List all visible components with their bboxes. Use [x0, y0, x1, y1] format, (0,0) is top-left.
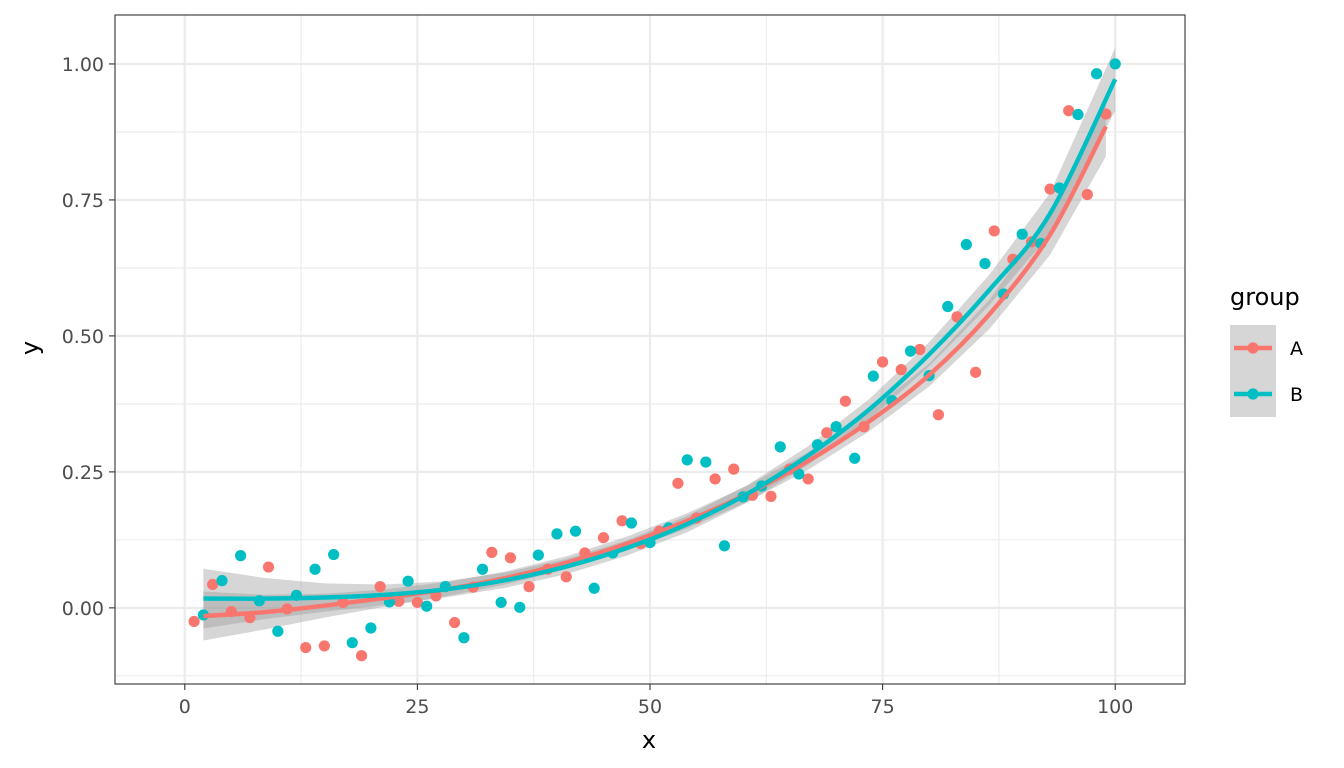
data-point-A — [728, 463, 740, 475]
y-axis: 0.00 0.25 0.50 0.75 1.00 — [62, 54, 115, 620]
data-point-A — [877, 356, 889, 368]
data-point-B — [1109, 58, 1121, 70]
data-point-A — [300, 641, 312, 654]
data-point-A — [1044, 183, 1056, 195]
x-tick-label: 100 — [1097, 696, 1133, 718]
y-tick-label: 0.50 — [62, 326, 104, 348]
legend-title: group — [1230, 283, 1300, 311]
data-point-B — [421, 600, 433, 612]
x-tick-label: 0 — [179, 696, 191, 718]
data-point-B — [235, 550, 247, 562]
data-point-A — [709, 473, 721, 485]
fit-line-A — [203, 125, 1108, 619]
y-tick-label: 0.75 — [62, 190, 104, 212]
data-points — [188, 58, 1121, 662]
data-point-A — [504, 552, 517, 564]
data-point-B — [942, 300, 954, 313]
data-point-B — [904, 345, 917, 357]
data-point-A — [449, 616, 461, 629]
data-point-B — [458, 632, 470, 644]
data-point-B — [551, 528, 563, 540]
legend-label-A: A — [1290, 338, 1303, 360]
data-point-B — [718, 540, 731, 552]
data-point-B — [365, 622, 377, 634]
data-point-A — [1100, 108, 1112, 120]
data-point-B — [588, 582, 600, 594]
legend-label-B: B — [1290, 384, 1303, 406]
data-point-B — [830, 421, 842, 433]
fit-line-B — [203, 78, 1118, 601]
data-point-B — [1016, 228, 1028, 240]
data-point-A — [262, 561, 275, 573]
data-point-B — [402, 575, 414, 587]
y-tick-label: 1.00 — [62, 54, 104, 76]
data-point-A — [523, 581, 535, 593]
data-point-A — [207, 578, 219, 591]
data-point-A — [672, 477, 684, 489]
data-point-A — [821, 427, 833, 439]
data-point-A — [188, 615, 200, 628]
data-point-B — [793, 468, 805, 480]
data-point-A — [355, 650, 368, 662]
data-point-A — [765, 490, 777, 502]
data-point-B — [328, 548, 340, 561]
x-axis: 0 25 50 75 100 — [179, 684, 1133, 718]
data-point-B — [979, 257, 991, 270]
data-point-A — [1063, 105, 1075, 117]
fit-lines — [203, 78, 1118, 619]
data-point-B — [476, 563, 489, 575]
data-point-A — [932, 409, 945, 421]
y-tick-label: 0.00 — [62, 598, 104, 620]
data-point-B — [532, 549, 544, 561]
data-point-B — [495, 596, 507, 609]
data-point-B — [309, 563, 321, 575]
y-axis-title: y — [16, 341, 44, 355]
data-point-B — [272, 625, 284, 637]
data-point-B — [625, 517, 637, 529]
x-tick-label: 75 — [871, 696, 895, 718]
data-point-B — [960, 238, 972, 251]
data-point-A — [597, 532, 610, 544]
legend-key-point — [1247, 342, 1259, 354]
data-point-B — [1072, 108, 1084, 121]
legend-items: AB — [1230, 325, 1303, 417]
x-tick-label: 50 — [638, 696, 662, 718]
data-point-B — [1091, 68, 1103, 80]
data-point-A — [486, 546, 498, 558]
y-tick-label: 0.25 — [62, 462, 104, 484]
data-point-B — [867, 370, 879, 382]
data-point-B — [849, 452, 861, 464]
data-point-A — [914, 343, 926, 356]
data-point-B — [346, 637, 358, 649]
data-point-A — [318, 640, 330, 652]
data-point-B — [700, 456, 712, 468]
data-point-B — [681, 454, 693, 466]
data-point-B — [774, 441, 786, 453]
data-point-A — [1081, 188, 1093, 201]
data-point-A — [895, 364, 907, 376]
data-point-B — [514, 601, 526, 613]
plot-panel — [114, 14, 1186, 685]
x-axis-title: x — [642, 726, 656, 754]
legend-key-point — [1247, 388, 1259, 400]
data-point-A — [988, 225, 1000, 237]
x-tick-label: 25 — [405, 696, 429, 718]
data-point-A — [374, 581, 386, 593]
data-point-A — [839, 395, 851, 407]
legend: group AB — [1230, 283, 1303, 417]
data-point-A — [560, 571, 572, 583]
data-point-A — [411, 596, 423, 609]
data-point-A — [802, 473, 814, 485]
data-point-A — [616, 515, 628, 527]
data-point-A — [970, 366, 982, 378]
data-point-B — [569, 525, 582, 537]
data-point-B — [216, 575, 228, 587]
